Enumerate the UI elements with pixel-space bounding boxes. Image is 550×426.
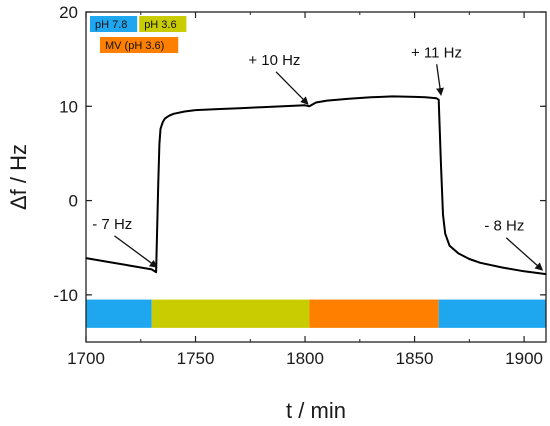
annotations: - 7 Hz + 10 Hz + 11 Hz - 8 Hz — [92, 44, 544, 271]
annotation-label-2: + 10 Hz — [248, 52, 300, 69]
legend-label: pH 7.8 — [95, 19, 127, 31]
condition-bar — [86, 299, 546, 328]
annotation-arrow-1 — [114, 235, 158, 268]
axes: 1700 1750 1800 1850 1900 -10 0 10 20 — [53, 3, 547, 368]
x-axis-title: t / min — [286, 398, 346, 423]
x-tick-label-1900: 1900 — [505, 349, 543, 368]
legend-label: pH 3.6 — [144, 19, 176, 31]
legend-swatch — [90, 16, 138, 32]
annotation-arrow-4 — [505, 237, 544, 271]
x-tick-label-1850: 1850 — [396, 349, 434, 368]
legend: pH 7.8 pH 3.6 MV (pH 3.6) — [90, 16, 187, 53]
annotation-label-1: - 7 Hz — [92, 216, 132, 233]
legend-swatch — [139, 16, 187, 32]
condition-segment-2 — [151, 299, 310, 328]
plot-frame — [85, 11, 547, 343]
y-tick-label-10: 10 — [59, 97, 78, 116]
legend-item-1-1: pH 7.8 — [90, 16, 138, 32]
legend-item-2-1: MV (pH 3.6) — [100, 37, 179, 53]
annotation-label-3: + 11 Hz — [411, 44, 462, 61]
annotation-arrow-3 — [436, 64, 444, 97]
y-tick-label-20: 20 — [59, 3, 78, 22]
series-layer — [85, 95, 547, 276]
annotation-arrow-2 — [275, 71, 309, 105]
legend-item-1-2: pH 3.6 — [139, 16, 187, 32]
legend-label: MV (pH 3.6) — [105, 40, 164, 52]
condition-segment-4 — [438, 299, 546, 328]
x-tick-label-1750: 1750 — [177, 349, 215, 368]
series-line-1 — [85, 95, 547, 276]
x-tick-label-1800: 1800 — [286, 349, 324, 368]
legend-swatch — [100, 37, 179, 53]
condition-segment-3 — [309, 299, 439, 328]
condition-segment-1 — [86, 299, 152, 328]
y-axis-title: Δf / Hz — [6, 144, 31, 210]
y-tick-label--10: -10 — [53, 286, 78, 305]
x-tick-label-1700: 1700 — [67, 349, 105, 368]
annotation-label-4: - 8 Hz — [484, 218, 524, 235]
y-tick-label-0: 0 — [69, 192, 78, 211]
